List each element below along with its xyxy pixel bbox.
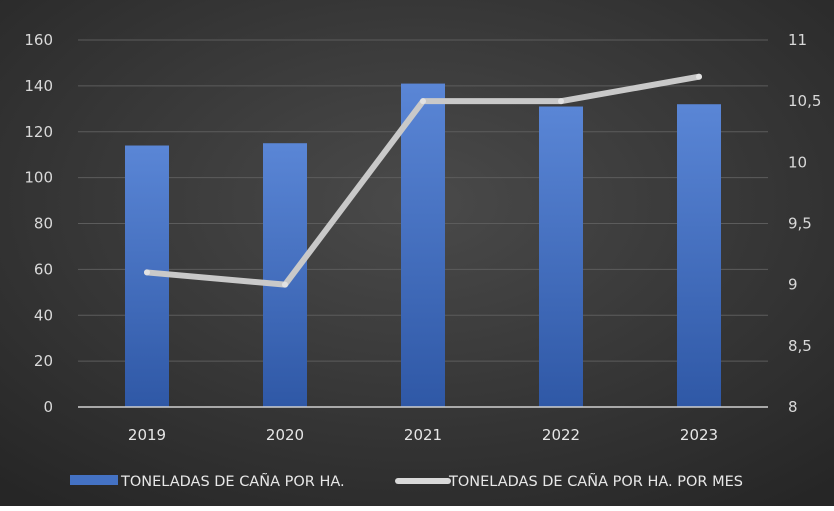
y-right-tick-label: 9,5 [788,215,812,233]
y-left-tick-label: 80 [34,215,53,233]
y-right-tick-label: 10,5 [788,92,821,110]
axes: 0 20 40 60 80 100 120 140 160 8 8,5 9 9,5 10 10,5 11 201… [24,31,821,444]
x-tick-label: 2021 [404,426,442,444]
line-point [558,98,564,105]
x-tick-label: 2023 [680,426,718,444]
bar [539,106,583,408]
legend-label-line: TONELADAS DE CAÑA POR HA. POR MES [448,473,743,490]
y-right-tick-label: 8,5 [788,337,812,355]
bar [263,143,307,407]
y-right-tick-label: 11 [788,31,807,49]
legend-label-bar: TONELADAS DE CAÑA POR HA. [120,473,345,490]
line-point [420,98,426,105]
bar [401,83,445,408]
x-tick-label: 2022 [542,426,580,444]
y-left-tick-label: 60 [34,260,53,278]
y-left-tick-label: 0 [43,398,53,416]
y-right-tick-label: 9 [788,276,798,294]
y-right-tick-label: 8 [788,398,798,416]
y-left-tick-label: 40 [34,306,53,324]
line-point [144,269,150,276]
y-left-tick-label: 20 [34,352,53,370]
legend: TONELADAS DE CAÑA POR HA. TONELADAS DE CA… [70,473,743,490]
y-right-tick-label: 10 [788,153,807,171]
line-point [282,281,288,288]
bar [677,104,721,407]
line-point [696,73,702,80]
x-tick-label: 2019 [128,426,166,444]
y-left-tick-label: 100 [24,169,53,187]
line-series [144,73,702,288]
y-left-tick-label: 140 [24,77,53,95]
y-left-tick-label: 120 [24,123,53,141]
x-tick-label: 2020 [266,426,304,444]
legend-swatch-bar [70,475,118,485]
y-left-tick-label: 160 [24,31,53,49]
